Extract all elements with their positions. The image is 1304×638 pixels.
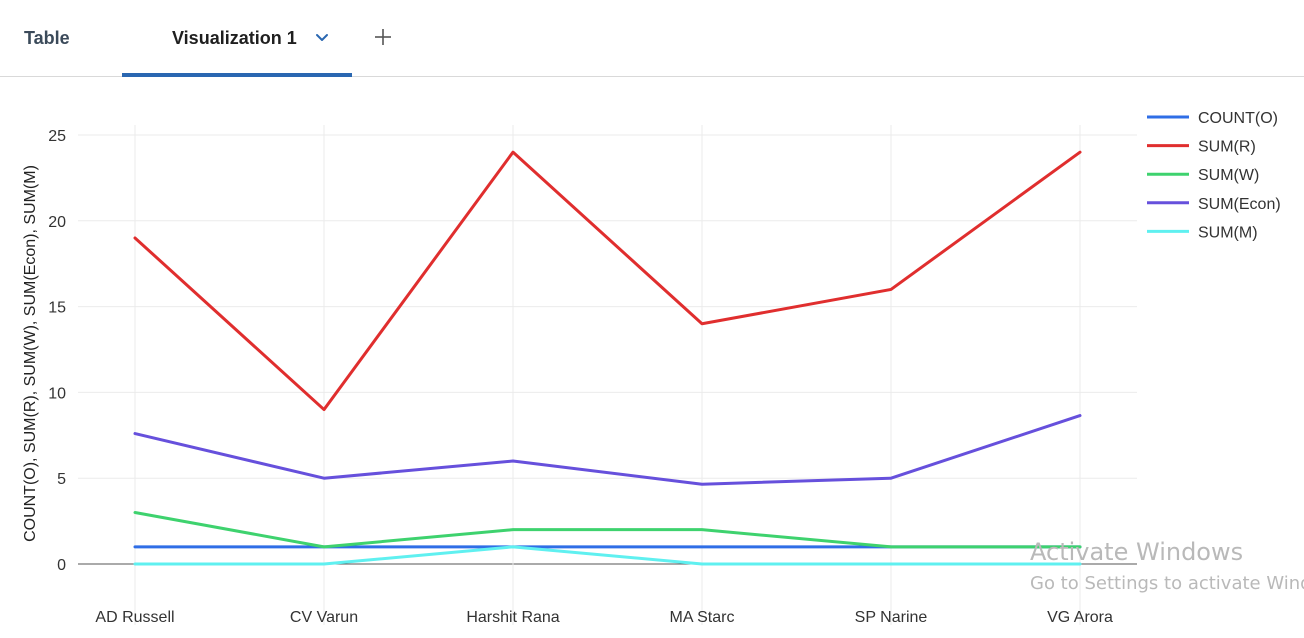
y-tick-label: 15: [48, 300, 66, 317]
plus-icon[interactable]: [372, 26, 394, 48]
y-tick-label: 25: [48, 128, 66, 145]
x-tick-labels: AD Russell CV Varun Harshit Rana MA Starc SP…: [95, 609, 1113, 626]
legend-item[interactable]: SUM(Econ): [1147, 196, 1281, 213]
legend-label: SUM(R): [1198, 139, 1256, 156]
tab-visualization-label: Visualization 1: [172, 27, 297, 48]
y-tick-labels: 0 5 10 15 20 25: [48, 128, 66, 574]
series-line-sumecon[interactable]: [133, 414, 1082, 486]
x-tick-label: CV Varun: [290, 609, 358, 626]
legend-item[interactable]: COUNT(O): [1147, 110, 1278, 127]
x-tick-label: MA Starc: [670, 609, 735, 626]
grid-lines: [78, 125, 1137, 625]
activate-windows-watermark: Activate Windows Go to Settings to activ…: [1030, 535, 1304, 599]
chevron-down-icon[interactable]: [315, 31, 329, 45]
tab-visualization-1[interactable]: Visualization 1: [122, 0, 352, 77]
active-tab-indicator: [122, 73, 352, 77]
x-tick-label: VG Arora: [1047, 609, 1113, 626]
legend-label: SUM(Econ): [1198, 196, 1281, 213]
watermark-line-2: Go to Settings to activate Windows.: [1030, 573, 1304, 594]
x-tick-label: SP Narine: [855, 609, 928, 626]
line-chart: 0 5 10 15 20 25 AD Russell CV Varun Harshit Ran…: [22, 110, 1281, 626]
y-tick-label: 5: [57, 471, 66, 488]
y-tick-label: 0: [57, 557, 66, 574]
tab-bar: Table Visualization 1: [0, 0, 1304, 77]
legend-item[interactable]: SUM(M): [1147, 224, 1258, 241]
y-axis-title: COUNT(O), SUM(R), SUM(W), SUM(Econ), SUM…: [22, 165, 39, 542]
legend-item[interactable]: SUM(W): [1147, 167, 1259, 184]
legend-label: COUNT(O): [1198, 110, 1278, 127]
tab-table[interactable]: Table: [24, 0, 70, 76]
watermark-line-1: Activate Windows: [1030, 538, 1244, 566]
legend-item[interactable]: SUM(R): [1147, 139, 1256, 156]
y-tick-label: 10: [48, 385, 66, 402]
series-lines: [133, 150, 1082, 566]
x-tick-label: AD Russell: [95, 609, 174, 626]
x-tick-label: Harshit Rana: [466, 609, 559, 626]
series-line-summ[interactable]: [133, 545, 1082, 566]
series-line-sumr[interactable]: [133, 150, 1082, 412]
y-tick-label: 20: [48, 214, 66, 231]
series-line-sumw[interactable]: [133, 511, 1082, 549]
legend-label: SUM(W): [1198, 167, 1259, 184]
legend-label: SUM(M): [1198, 224, 1258, 241]
legend: COUNT(O) SUM(R) SUM(W) SUM(Econ) SUM(M): [1147, 110, 1281, 241]
tab-table-label: Table: [24, 27, 70, 48]
